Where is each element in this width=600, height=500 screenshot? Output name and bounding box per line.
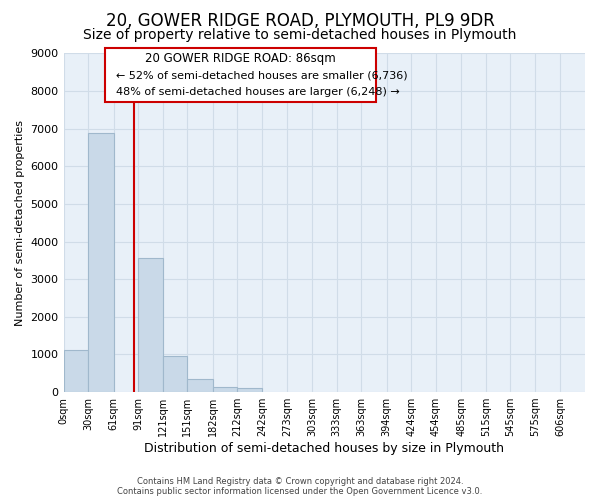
Text: Contains HM Land Registry data © Crown copyright and database right 2024.: Contains HM Land Registry data © Crown c… bbox=[137, 477, 463, 486]
Text: Contains public sector information licensed under the Open Government Licence v3: Contains public sector information licen… bbox=[118, 487, 482, 496]
Text: 20 GOWER RIDGE ROAD: 86sqm: 20 GOWER RIDGE ROAD: 86sqm bbox=[145, 52, 336, 64]
Text: 48% of semi-detached houses are larger (6,248) →: 48% of semi-detached houses are larger (… bbox=[116, 87, 400, 97]
Bar bbox=[88, 133, 113, 392]
Bar bbox=[238, 388, 262, 392]
Text: 20, GOWER RIDGE ROAD, PLYMOUTH, PL9 9DR: 20, GOWER RIDGE ROAD, PLYMOUTH, PL9 9DR bbox=[106, 12, 494, 30]
FancyBboxPatch shape bbox=[105, 48, 376, 102]
Text: Size of property relative to semi-detached houses in Plymouth: Size of property relative to semi-detach… bbox=[83, 28, 517, 42]
Bar bbox=[213, 387, 238, 392]
X-axis label: Distribution of semi-detached houses by size in Plymouth: Distribution of semi-detached houses by … bbox=[144, 442, 504, 455]
Bar bbox=[187, 380, 213, 392]
Bar bbox=[64, 350, 88, 392]
Text: ← 52% of semi-detached houses are smaller (6,736): ← 52% of semi-detached houses are smalle… bbox=[116, 70, 407, 80]
Bar bbox=[163, 356, 187, 392]
Bar bbox=[138, 258, 163, 392]
Y-axis label: Number of semi-detached properties: Number of semi-detached properties bbox=[15, 120, 25, 326]
